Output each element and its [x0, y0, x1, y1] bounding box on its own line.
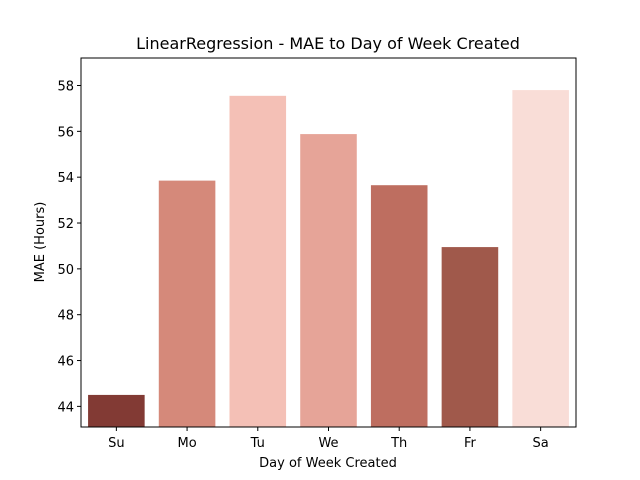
bar-th	[370, 185, 428, 427]
bar-fr	[441, 247, 499, 427]
y-tick-label: 58	[57, 80, 74, 95]
bar-su	[88, 394, 145, 427]
y-tick-label: 52	[57, 217, 74, 232]
bar-mo	[158, 180, 216, 427]
y-axis: 44 46 48 50 52 54 56 58	[57, 80, 81, 415]
y-tick-label: 48	[57, 309, 74, 324]
x-axis: Su Mo Tu We Th Fr Sa	[108, 427, 549, 451]
bar-we	[300, 134, 357, 427]
y-tick-label: 50	[57, 263, 74, 278]
y-axis-label: MAE (Hours)	[33, 202, 48, 283]
x-tick-label-tu: Tu	[250, 436, 265, 451]
x-tick-label-sa: Sa	[533, 436, 549, 451]
y-tick-label: 54	[57, 171, 74, 186]
chart-title: LinearRegression - MAE to Day of Week Cr…	[136, 34, 520, 53]
x-tick-label-fr: Fr	[464, 436, 477, 451]
x-tick-label-mo: Mo	[177, 436, 196, 451]
bar-sa	[512, 90, 569, 427]
y-tick-label: 46	[57, 355, 74, 370]
bar-tu	[229, 95, 287, 427]
x-tick-label-we: We	[318, 436, 338, 451]
y-tick-label: 44	[57, 400, 74, 415]
bars-group	[88, 90, 569, 427]
x-tick-label-su: Su	[108, 436, 125, 451]
y-tick-label: 56	[57, 125, 74, 140]
x-axis-label: Day of Week Created	[259, 456, 397, 471]
x-tick-label-th: Th	[390, 436, 407, 451]
